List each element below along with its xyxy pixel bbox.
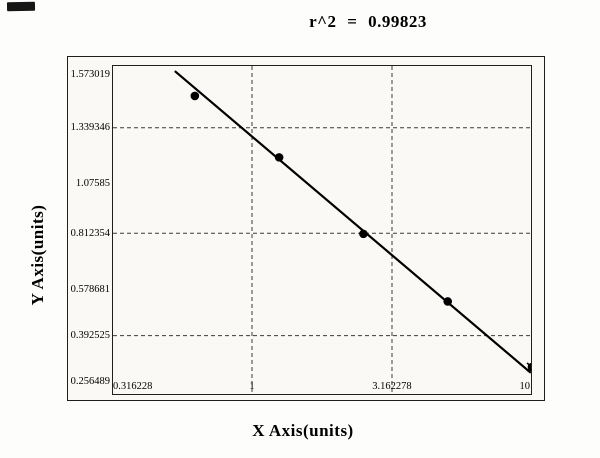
x-tick-label: 0.316228 bbox=[113, 381, 153, 392]
y-tick-label: 1.07585 bbox=[75, 178, 110, 190]
y-tick-label: 0.392525 bbox=[70, 330, 110, 342]
x-tick-label: 1 bbox=[249, 381, 255, 392]
y-tick-label: 1.339346 bbox=[70, 122, 110, 134]
y-tick-label: 0.578681 bbox=[70, 283, 110, 295]
x-tick-label: 3.162278 bbox=[372, 381, 412, 392]
x-tick-label: 10 bbox=[519, 381, 531, 392]
chart-frame: 1.573019 1.339346 1.07585 0.812354 0.578681 0… bbox=[67, 56, 545, 401]
data-point bbox=[359, 229, 368, 239]
data-point bbox=[190, 91, 200, 101]
y-axis-label: Y Axis(units) bbox=[28, 204, 47, 306]
y-tick-label: 0.256489 bbox=[70, 376, 110, 388]
data-point bbox=[527, 362, 532, 372]
corner-artifact-mark bbox=[6, 1, 36, 12]
scatter-plot bbox=[112, 65, 532, 395]
data-point bbox=[443, 297, 453, 306]
y-tick-label: 0.812354 bbox=[70, 227, 110, 239]
plot-border bbox=[112, 65, 532, 395]
y-tick-label: 1.573019 bbox=[70, 69, 110, 81]
x-axis-label: X Axis(units) bbox=[252, 421, 354, 440]
data-point bbox=[274, 153, 284, 162]
r-squared-title: r^2 = 0.99823 bbox=[309, 12, 427, 31]
trendline bbox=[174, 70, 532, 374]
